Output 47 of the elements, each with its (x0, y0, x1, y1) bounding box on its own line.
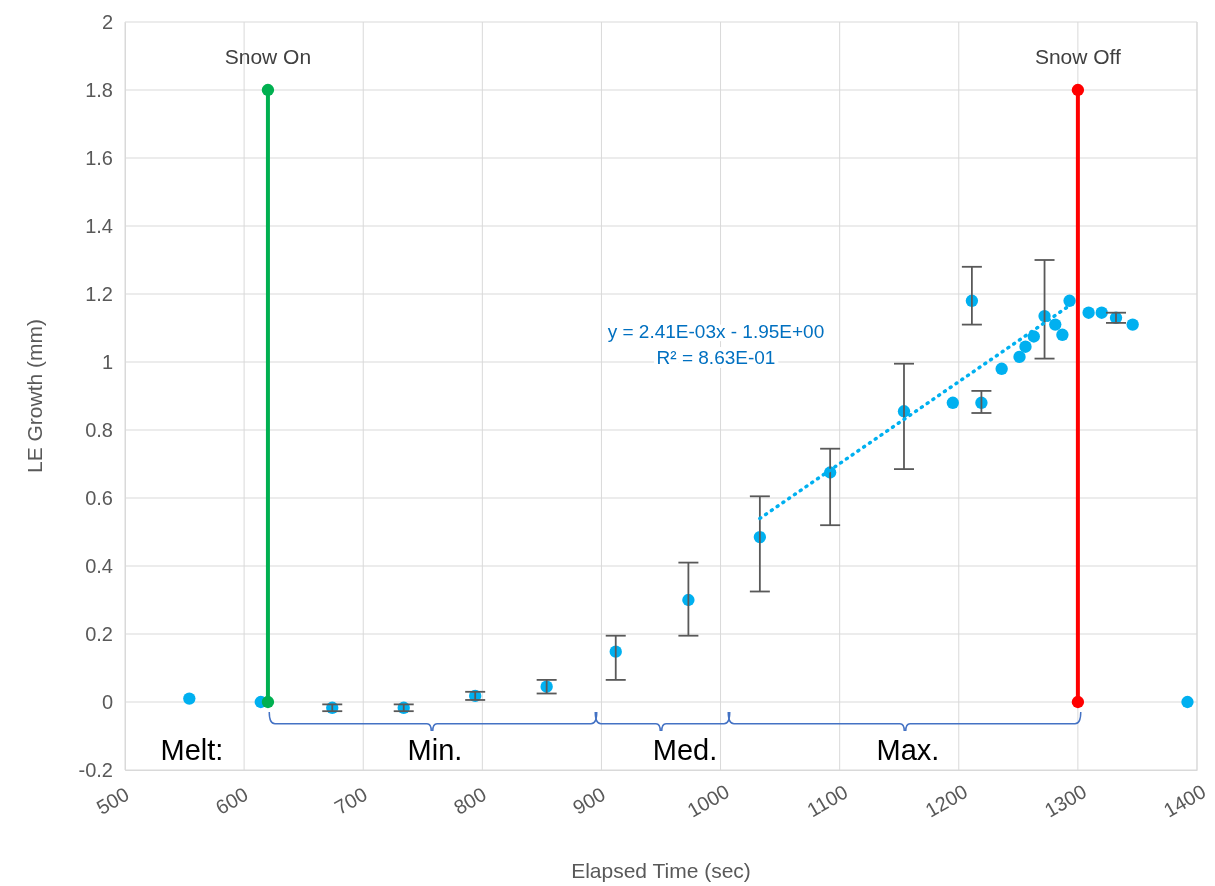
point (1126, 318, 1139, 331)
y-tick-label: 0.6 (85, 486, 113, 509)
annotation: Med. (652, 734, 718, 766)
y-tick-label: 2 (101, 10, 113, 33)
x-tick-label: 1400 (1159, 780, 1210, 822)
x-tick-label: 500 (92, 782, 133, 819)
x-tick-label: 700 (330, 782, 371, 819)
x-tick-label: 800 (449, 782, 490, 819)
y-tick-label: 1.4 (85, 214, 113, 237)
annotation: y = 2.41E-03x - 1.95E+00 R² = 8.63E-01 (607, 321, 825, 368)
point (1056, 328, 1069, 341)
point (995, 362, 1008, 375)
y-tick-label: 1 (101, 350, 113, 373)
annotation: Max. (876, 734, 940, 766)
x-tick-label: 1000 (683, 780, 733, 822)
point (1181, 695, 1194, 709)
y-tick-label: -0.2 (78, 758, 113, 781)
point (261, 695, 275, 709)
annotation: Melt: (160, 734, 224, 766)
point (1019, 340, 1032, 353)
point (1013, 350, 1026, 364)
y-tick-label: 0.4 (85, 554, 113, 577)
point (1071, 83, 1085, 97)
y-tick-label: 0.8 (85, 418, 113, 441)
y-tick-label: 0.2 (85, 622, 113, 645)
point (1063, 294, 1076, 307)
x-tick-label: 1300 (1040, 780, 1091, 822)
x-tick-label: 1100 (803, 780, 852, 822)
y-tick-label: 0 (101, 690, 113, 713)
x-tick-label: 1200 (921, 780, 972, 822)
point (261, 83, 275, 97)
annotation: Min. (407, 734, 463, 766)
y-tick-label: 1.8 (85, 78, 113, 101)
point (1082, 306, 1095, 319)
series-label: Snow Off (1034, 45, 1122, 68)
x-axis-title: Elapsed Time (sec) (571, 859, 751, 882)
y-tick-label: 1.2 (85, 282, 113, 305)
point (1095, 306, 1108, 319)
point (946, 396, 959, 409)
x-tick-label: 900 (569, 782, 609, 819)
point (1049, 318, 1062, 331)
point (183, 692, 196, 705)
y-tick-label: 1.6 (85, 146, 113, 169)
x-tick-label: 600 (211, 782, 252, 819)
series-label: Snow On (224, 45, 312, 68)
y-axis-title: LE Growth (mm) (23, 318, 46, 474)
point (1071, 695, 1085, 709)
